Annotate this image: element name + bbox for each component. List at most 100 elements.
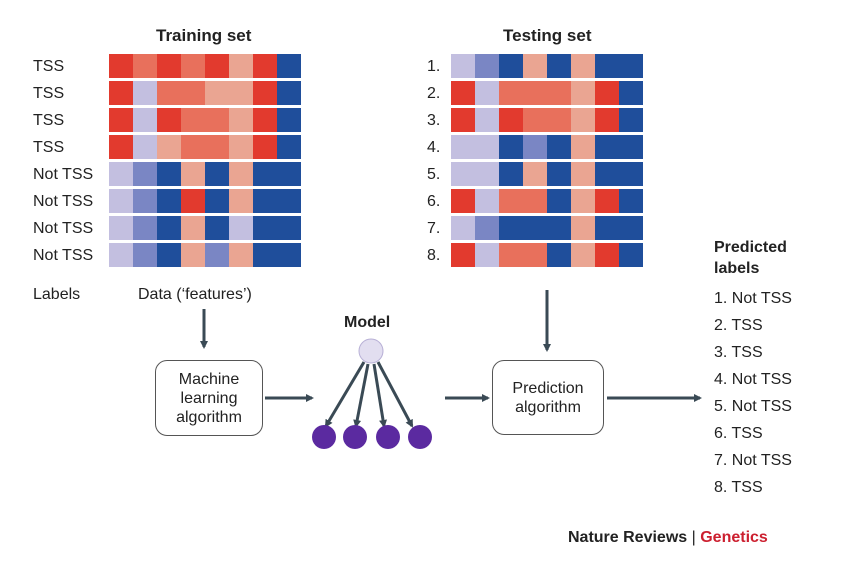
prediction-box-line: Prediction bbox=[512, 379, 584, 397]
heatmap-cell bbox=[547, 243, 571, 267]
predicted-label-item: 7. Not TSS bbox=[714, 452, 792, 469]
heatmap-cell bbox=[277, 135, 301, 159]
heatmap-cell bbox=[547, 216, 571, 240]
heatmap-cell bbox=[157, 54, 181, 78]
training-row-label: Not TSS bbox=[33, 247, 94, 264]
heatmap-cell bbox=[181, 216, 205, 240]
heatmap-cell bbox=[157, 108, 181, 132]
heatmap-cell bbox=[619, 108, 643, 132]
heatmap-cell bbox=[523, 54, 547, 78]
heatmap-cell bbox=[157, 135, 181, 159]
training-set-title: Training set bbox=[156, 26, 252, 45]
heatmap-cell bbox=[619, 243, 643, 267]
heatmap-cell bbox=[277, 216, 301, 240]
heatmap-cell bbox=[547, 162, 571, 186]
heatmap-cell bbox=[109, 216, 133, 240]
heatmap-cell bbox=[253, 81, 277, 105]
heatmap-cell bbox=[571, 135, 595, 159]
training-heatmap bbox=[109, 54, 301, 270]
heatmap-cell bbox=[277, 243, 301, 267]
heatmap-cell bbox=[277, 108, 301, 132]
testing-row-label: 1. bbox=[427, 58, 441, 75]
heatmap-cell bbox=[451, 162, 475, 186]
predicted-label-item: 6. TSS bbox=[714, 425, 763, 442]
testing-heatmap-row bbox=[451, 243, 643, 267]
heatmap-cell bbox=[451, 81, 475, 105]
heatmap-cell bbox=[499, 54, 523, 78]
heatmap-cell bbox=[133, 189, 157, 213]
testing-row-label: 4. bbox=[427, 139, 441, 156]
predicted-title-line: labels bbox=[714, 260, 760, 277]
heatmap-cell bbox=[157, 81, 181, 105]
heatmap-cell bbox=[475, 108, 499, 132]
training-heatmap-row bbox=[109, 162, 301, 186]
testing-heatmap-row bbox=[451, 162, 643, 186]
testing-row-label: 5. bbox=[427, 166, 441, 183]
heatmap-cell bbox=[499, 108, 523, 132]
training-row-label: Not TSS bbox=[33, 193, 94, 210]
training-row-label: Not TSS bbox=[33, 166, 94, 183]
heatmap-cell bbox=[277, 189, 301, 213]
heatmap-cell bbox=[475, 135, 499, 159]
heatmap-cell bbox=[229, 135, 253, 159]
heatmap-cell bbox=[133, 54, 157, 78]
testing-heatmap bbox=[451, 54, 643, 270]
testing-row-label: 7. bbox=[427, 220, 441, 237]
testing-heatmap-row bbox=[451, 135, 643, 159]
heatmap-cell bbox=[547, 81, 571, 105]
heatmap-cell bbox=[619, 81, 643, 105]
heatmap-cell bbox=[595, 216, 619, 240]
testing-set-title: Testing set bbox=[503, 26, 592, 45]
testing-heatmap-row bbox=[451, 189, 643, 213]
heatmap-cell bbox=[109, 189, 133, 213]
model-leaf-node bbox=[343, 425, 367, 449]
heatmap-cell bbox=[523, 162, 547, 186]
training-row-label: TSS bbox=[33, 139, 65, 156]
heatmap-cell bbox=[205, 108, 229, 132]
heatmap-cell bbox=[109, 162, 133, 186]
heatmap-cell bbox=[595, 108, 619, 132]
heatmap-cell bbox=[571, 81, 595, 105]
heatmap-cell bbox=[205, 81, 229, 105]
heatmap-cell bbox=[253, 162, 277, 186]
predicted-label-item: 5. Not TSS bbox=[714, 398, 792, 415]
journal-credit: Nature Reviews | Genetics bbox=[568, 529, 768, 547]
heatmap-cell bbox=[277, 54, 301, 78]
heatmap-cell bbox=[571, 108, 595, 132]
heatmap-cell bbox=[499, 189, 523, 213]
heatmap-cell bbox=[499, 135, 523, 159]
heatmap-cell bbox=[157, 189, 181, 213]
heatmap-cell bbox=[109, 243, 133, 267]
heatmap-cell bbox=[181, 54, 205, 78]
labels-caption: Labels bbox=[33, 286, 81, 303]
heatmap-cell bbox=[499, 243, 523, 267]
credit-separator: | bbox=[687, 529, 701, 546]
heatmap-cell bbox=[475, 216, 499, 240]
testing-row-label: 8. bbox=[427, 247, 441, 264]
heatmap-cell bbox=[451, 216, 475, 240]
heatmap-cell bbox=[253, 189, 277, 213]
testing-row-label: 6. bbox=[427, 193, 441, 210]
predicted-label-item: 3. TSS bbox=[714, 344, 763, 361]
predicted-label-item: 8. TSS bbox=[714, 479, 763, 496]
heatmap-cell bbox=[595, 81, 619, 105]
journal-name: Nature Reviews bbox=[568, 529, 688, 546]
heatmap-cell bbox=[451, 54, 475, 78]
training-row-label: TSS bbox=[33, 58, 65, 75]
heatmap-cell bbox=[451, 108, 475, 132]
heatmap-cell bbox=[547, 54, 571, 78]
heatmap-cell bbox=[229, 243, 253, 267]
testing-heatmap-row bbox=[451, 216, 643, 240]
heatmap-cell bbox=[253, 135, 277, 159]
heatmap-cell bbox=[181, 243, 205, 267]
testing-heatmap-row bbox=[451, 54, 643, 78]
heatmap-cell bbox=[523, 243, 547, 267]
heatmap-cell bbox=[181, 108, 205, 132]
training-heatmap-row bbox=[109, 135, 301, 159]
heatmap-cell bbox=[619, 216, 643, 240]
heatmap-cell bbox=[253, 216, 277, 240]
heatmap-cell bbox=[475, 54, 499, 78]
heatmap-cell bbox=[205, 243, 229, 267]
training-heatmap-row bbox=[109, 81, 301, 105]
heatmap-cell bbox=[109, 135, 133, 159]
